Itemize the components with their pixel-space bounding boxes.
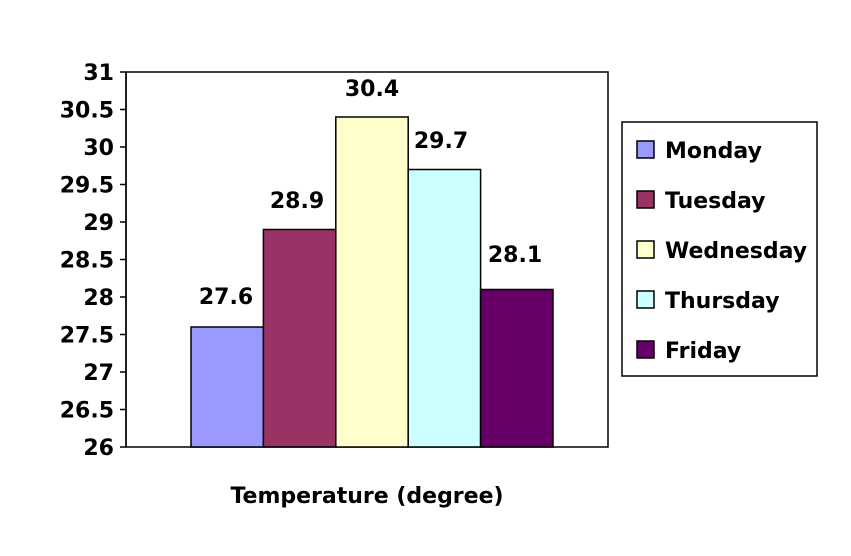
y-tick-label: 27.5	[60, 324, 114, 349]
y-tick-label: 28.5	[60, 249, 114, 274]
legend-label-wednesday: Wednesday	[665, 239, 807, 264]
legend-swatch-wednesday	[636, 240, 655, 259]
legend-label-monday: Monday	[665, 139, 762, 164]
y-tick-label: 29.5	[60, 174, 114, 199]
data-label-wednesday: 30.4	[345, 77, 399, 102]
y-tick-label: 29	[83, 211, 114, 236]
data-label-tuesday: 28.9	[270, 189, 324, 214]
y-tick-label: 28	[83, 286, 114, 311]
y-tick-label: 26.5	[60, 399, 114, 424]
bar-thursday	[407, 168, 482, 448]
legend-swatch-friday	[636, 340, 655, 359]
legend-swatch-monday	[636, 140, 655, 159]
legend: Monday Tuesday Wednesday Thursday Friday	[621, 121, 818, 377]
y-tick-label: 30	[83, 136, 114, 161]
bar-tuesday	[262, 228, 337, 448]
data-label-thursday: 29.7	[414, 129, 468, 154]
legend-label-thursday: Thursday	[665, 289, 780, 314]
y-tick-label: 26	[83, 436, 114, 461]
bars	[190, 116, 554, 448]
data-label-friday: 28.1	[488, 243, 542, 268]
y-axis: 26 26.5 27 27.5 28 28.5 29 29.5 30 30.5 31	[60, 61, 127, 461]
bar-wednesday	[335, 116, 409, 448]
x-axis-title: Temperature (degree)	[230, 484, 503, 509]
data-label-monday: 27.6	[199, 285, 253, 310]
y-tick-label: 30.5	[60, 99, 114, 124]
y-tick-label: 27	[83, 361, 114, 386]
bar-monday	[190, 326, 265, 448]
legend-label-friday: Friday	[665, 339, 741, 364]
y-tick-label: 31	[83, 61, 114, 86]
legend-swatch-tuesday	[636, 190, 655, 209]
legend-swatch-thursday	[636, 290, 655, 309]
bar-friday	[479, 288, 554, 448]
data-labels: 27.6 28.9 30.4 29.7 28.1	[199, 77, 542, 310]
legend-label-tuesday: Tuesday	[665, 189, 766, 214]
